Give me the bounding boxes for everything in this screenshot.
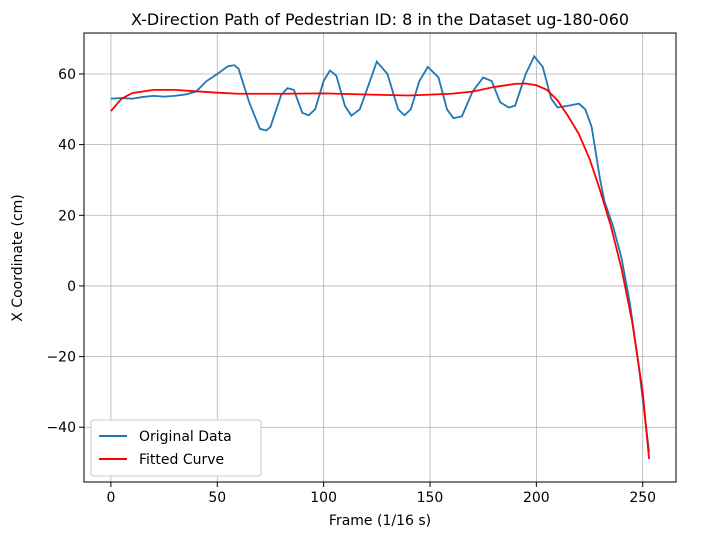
y-tick-label: 0 (67, 279, 76, 295)
chart-title: X-Direction Path of Pedestrian ID: 8 in … (131, 10, 629, 29)
x-tick-label: 50 (208, 490, 226, 506)
line (110, 82, 650, 460)
y-tick-label: 20 (58, 208, 76, 224)
y-tick-label: −20 (46, 350, 76, 366)
line (110, 54, 650, 453)
y-axis-label: X Coordinate (cm) (10, 194, 26, 322)
legend-label: Original Data (139, 429, 232, 445)
x-tick-label: 0 (106, 490, 115, 506)
x-axis-label: Frame (1/16 s) (329, 513, 431, 529)
legend-box (90, 419, 262, 477)
y-tick-label: 40 (58, 138, 76, 154)
x-tick-label: 100 (310, 490, 337, 506)
x-tick-label: 200 (523, 490, 550, 506)
y-tick-label: 60 (58, 67, 76, 83)
plot-frame (83, 32, 677, 483)
x-tick-label: 150 (417, 490, 444, 506)
x-tick-label: 250 (629, 490, 656, 506)
y-tick-label: −40 (46, 420, 76, 436)
legend-label: Fitted Curve (139, 452, 224, 468)
